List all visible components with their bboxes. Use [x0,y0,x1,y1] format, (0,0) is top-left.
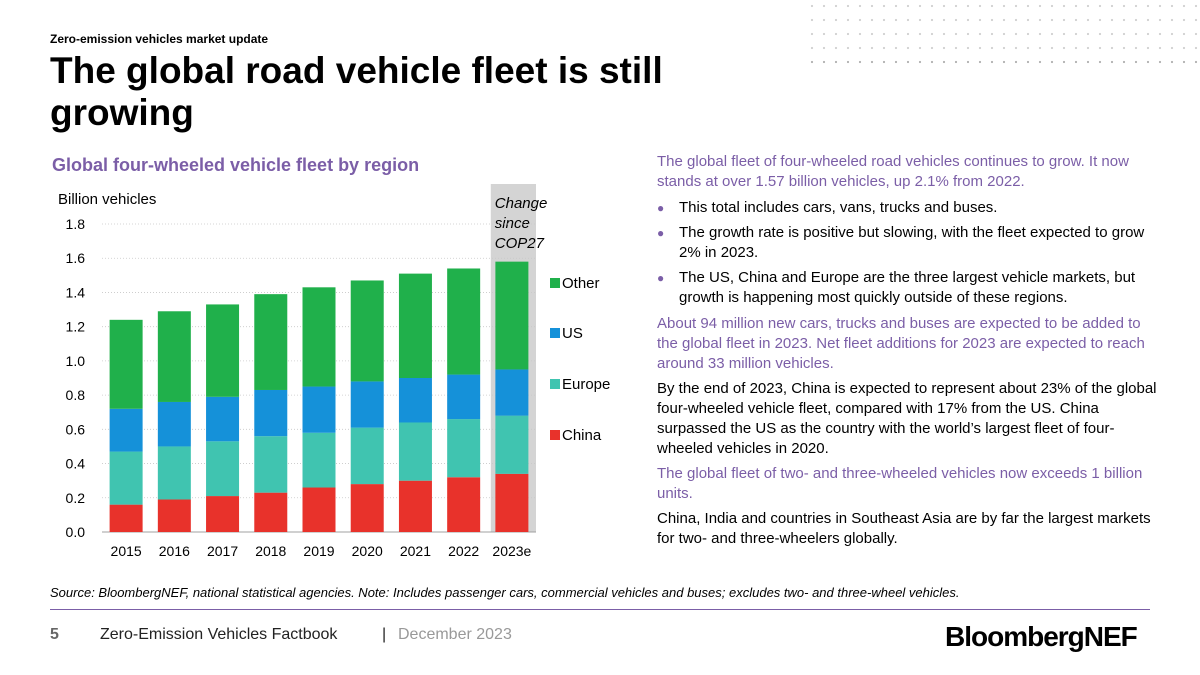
bullet-item: ● The US, China and Europe are the three … [657,268,1157,308]
paragraph-two-wheeler-markets: China, India and countries in Southeast … [657,510,1151,547]
y-tick-label: 1.0 [66,353,86,369]
bar-segment-us [398,378,432,423]
bar-segment-us [109,408,143,452]
bar-segment-us [350,381,384,428]
y-axis-label: Billion vehicles [58,191,156,208]
paragraph-two-wheelers: The global fleet of two- and three-wheel… [657,465,1143,502]
bar-segment-other [109,319,143,409]
y-tick-label: 0.6 [66,421,86,437]
bullet-text: This total includes cars, vans, trucks a… [679,199,998,216]
x-tick-label: 2016 [159,543,190,559]
bar-segment-china [350,484,384,532]
x-tick-label: 2019 [303,543,334,559]
bar-segment-us [447,374,481,420]
bar-segment-other [206,304,240,397]
bullet-dot-icon: ● [657,226,665,240]
paragraph-fleet-growth: The global fleet of four-wheeled road ve… [657,153,1129,190]
bar-segment-europe [206,441,240,497]
legend-label: China [562,427,602,444]
bar-segment-china [109,504,143,532]
y-tick-label: 1.4 [66,284,86,300]
chart-title: Global four-wheeled vehicle fleet by reg… [52,155,420,175]
footer-book-title: Zero-Emission Vehicles Factbook [100,626,338,643]
legend-swatch [550,328,560,338]
bar-segment-other [350,280,384,382]
bar-segment-europe [398,422,432,481]
logo-text-nef: NEF [1083,621,1138,652]
highlight-label: Change [495,195,548,212]
bar-segment-europe [447,419,481,478]
x-tick-label: 2015 [111,543,142,559]
y-tick-label: 0.4 [66,456,86,472]
bar-segment-other [495,261,529,370]
bullet-text: The US, China and Europe are the three l… [679,269,1136,306]
y-tick-label: 0.2 [66,490,86,506]
bar-segment-china [206,496,240,532]
bar-segment-other [254,294,288,390]
highlight-label: COP27 [495,235,545,252]
bar-segment-china [495,473,529,532]
x-tick-label: 2020 [352,543,383,559]
y-tick-label: 0.8 [66,387,86,403]
bar-segment-china [447,477,481,532]
bar-segment-europe [302,432,336,488]
bar-segment-china [157,499,191,532]
y-tick-label: 1.2 [66,319,86,335]
bar-segment-us [302,386,336,433]
bar-segment-europe [350,427,384,485]
x-tick-label: 2022 [448,543,479,559]
y-tick-label: 0.0 [66,524,86,540]
footer-divider [50,609,1150,610]
bar-segment-us [206,396,240,442]
bar-segment-other [302,287,336,387]
bar-segment-europe [157,446,191,500]
x-tick-label: 2023e [492,543,531,559]
bullet-text: The growth rate is positive but slowing,… [679,224,1145,261]
legend-swatch [550,430,560,440]
footer-separator: | [382,626,387,643]
legend-swatch [550,278,560,288]
bar-segment-other [447,268,481,375]
bar-segment-china [398,480,432,532]
bullet-dot-icon: ● [657,271,665,285]
bar-segment-us [254,389,288,437]
page-number: 5 [50,626,59,643]
logo-text-bloomberg: Bloomberg [945,621,1085,652]
y-tick-label: 1.8 [66,216,86,232]
bar-segment-us [495,369,529,416]
bar-segment-europe [109,451,143,505]
bar-segment-other [398,273,432,378]
bar-segment-europe [254,436,288,493]
x-tick-label: 2021 [400,543,431,559]
bar-segment-us [157,401,191,447]
highlight-label: since [495,215,530,232]
bar-segment-europe [495,415,529,474]
paragraph-china-share: By the end of 2023, China is expected to… [657,380,1157,457]
legend-label: US [562,325,583,342]
bullet-dot-icon: ● [657,201,665,215]
paragraph-new-vehicles: About 94 million new cars, trucks and bu… [657,315,1145,372]
bar-segment-china [254,492,288,532]
decorative-dot-grid [810,4,1198,64]
x-tick-label: 2017 [207,543,238,559]
y-tick-label: 1.6 [66,250,86,266]
bar-segment-other [157,311,191,402]
x-tick-label: 2018 [255,543,286,559]
bloombergnef-logo: BloombergNEF [945,621,1138,653]
footer-date: December 2023 [398,626,512,643]
source-note: Source: BloombergNEF, national statistic… [50,585,960,600]
legend-label: Europe [562,376,610,393]
bar-segment-china [302,487,336,532]
stacked-bar-chart: Change since COP27 0.0 0.2 0.4 0.6 0.8 1.0 1.2 1.4… [58,184,610,559]
bullet-item: ● The growth rate is positive but slowing… [657,223,1157,263]
legend-label: Other [562,275,600,292]
page-title: The global road vehicle fleet is still g… [50,50,663,133]
bullet-item: ● This total includes cars, vans, trucks … [657,198,1157,218]
legend-swatch [550,379,560,389]
supertitle: Zero-emission vehicles market update [50,32,269,46]
